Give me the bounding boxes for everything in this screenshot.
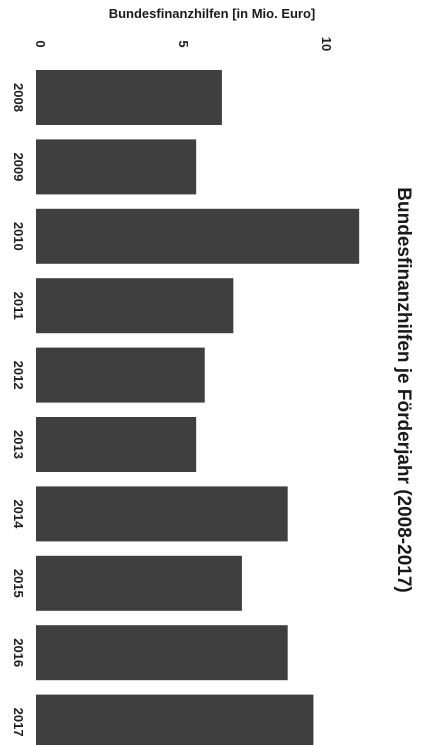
bars-group xyxy=(36,70,360,745)
bar xyxy=(36,417,197,472)
value-axis-tick-label: 5 xyxy=(176,40,191,47)
bar xyxy=(36,555,242,611)
value-axis-label: Bundesfinanzhilfen [in Mio. Euro] xyxy=(109,6,316,21)
value-axis-ticks-group: 0 5 10 xyxy=(33,37,334,51)
category-label: 2011 xyxy=(11,292,26,320)
bar xyxy=(36,625,288,681)
bar xyxy=(36,486,288,542)
category-label: 2010 xyxy=(11,222,26,251)
category-label: 2016 xyxy=(11,638,26,667)
bar xyxy=(36,347,205,403)
category-label: 2015 xyxy=(11,569,26,598)
bar xyxy=(36,278,234,334)
category-label: 2017 xyxy=(11,708,26,737)
chart-title: Bundesfinanzhilfen je Förderjahr (2008-2… xyxy=(393,187,414,592)
category-label: 2012 xyxy=(11,361,26,390)
category-label: 2013 xyxy=(11,430,26,459)
value-axis-tick-label: 0 xyxy=(33,40,48,47)
category-label: 2008 xyxy=(11,83,26,112)
value-axis-tick-label: 10 xyxy=(319,37,334,51)
category-label: 2014 xyxy=(11,499,26,529)
category-label: 2009 xyxy=(11,152,26,181)
bar xyxy=(36,70,222,125)
bar xyxy=(36,208,360,264)
bar xyxy=(36,139,197,195)
bar xyxy=(36,694,314,745)
category-labels-group: 2008 2009 2010 2011 2012 2013 2014 2015 2016 2017 xyxy=(11,83,26,737)
